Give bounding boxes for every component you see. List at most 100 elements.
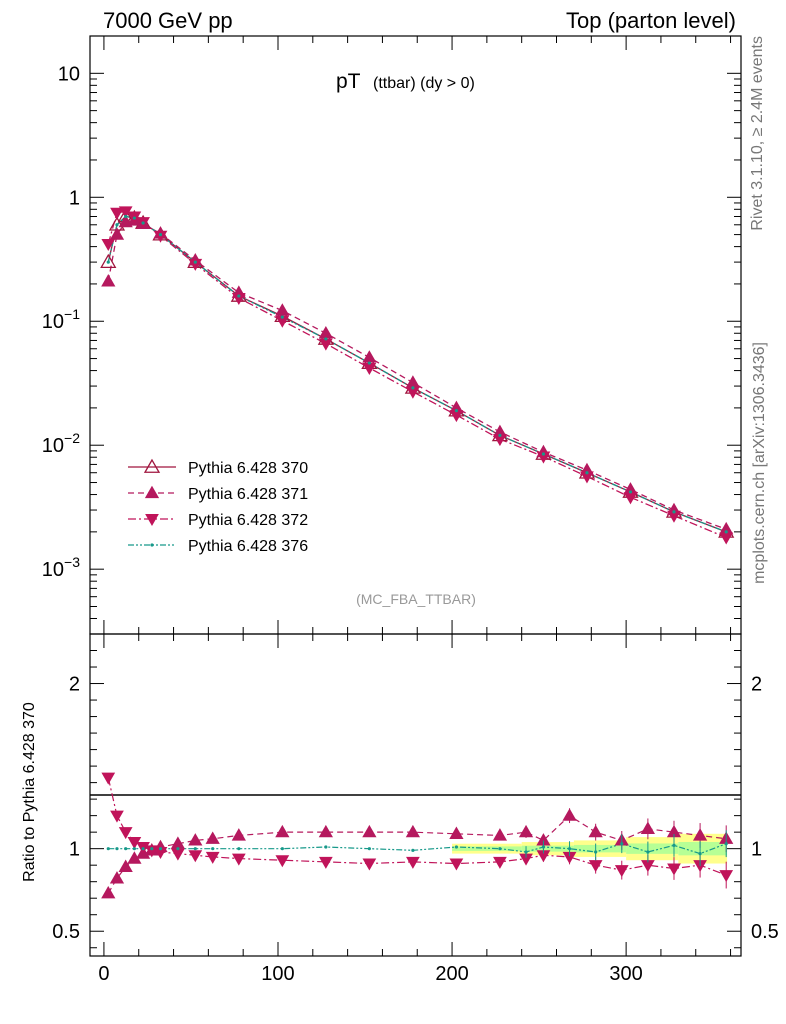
ratio-marker bbox=[101, 885, 116, 899]
series-marker bbox=[498, 433, 502, 437]
x-tick-label: 0 bbox=[98, 963, 109, 985]
main-y-tick-exponent: −2 bbox=[64, 430, 80, 446]
series-marker bbox=[101, 273, 116, 287]
ratio-band-inner-segment bbox=[573, 844, 627, 853]
ratio-marker bbox=[106, 847, 110, 851]
series-marker bbox=[237, 294, 241, 298]
ratio-uncertainty-band bbox=[452, 833, 728, 864]
series-marker bbox=[672, 510, 676, 514]
ratio-marker bbox=[698, 852, 702, 856]
ratio-marker bbox=[362, 858, 377, 871]
header-collision-label: 7000 GeV pp bbox=[103, 8, 233, 33]
series-marker bbox=[405, 375, 421, 388]
ratio-band-inner-segment bbox=[521, 845, 574, 852]
series-marker bbox=[275, 303, 290, 316]
ratio-marker bbox=[205, 851, 220, 864]
ratio-marker bbox=[110, 810, 124, 823]
ratio-marker bbox=[588, 860, 603, 873]
ratio-y-tick-label: 2 bbox=[69, 674, 80, 696]
ratio-marker bbox=[672, 843, 676, 847]
ratio-marker bbox=[405, 824, 421, 838]
legend: Pythia 6.428 370 Pythia 6.428 371 Pythia 6… bbox=[128, 458, 308, 555]
ratio-y-tick-label-right: 1 bbox=[751, 839, 762, 861]
ratio-marker bbox=[667, 863, 681, 876]
series-marker bbox=[132, 216, 136, 220]
main-y-tick-exponent: −3 bbox=[64, 554, 80, 570]
ratio-marker bbox=[724, 842, 728, 846]
ratio-marker bbox=[493, 856, 507, 869]
x-tick-label: 300 bbox=[609, 963, 642, 985]
ratio-marker bbox=[280, 847, 284, 851]
ratio-marker bbox=[118, 827, 133, 840]
ratio-marker bbox=[362, 824, 377, 838]
ratio-marker bbox=[141, 847, 145, 851]
legend-entry-label: Pythia 6.428 370 bbox=[188, 460, 308, 477]
series-marker bbox=[193, 260, 197, 264]
ratio-marker bbox=[692, 828, 708, 841]
ratio-marker bbox=[211, 847, 215, 851]
series-marker bbox=[362, 350, 377, 363]
series-marker bbox=[318, 325, 333, 339]
ratio-marker bbox=[188, 833, 203, 846]
ratio-marker bbox=[406, 856, 420, 869]
ratio-marker bbox=[640, 821, 655, 835]
ratio-marker bbox=[524, 850, 528, 854]
series-marker bbox=[541, 452, 546, 456]
rivet-version-label: Rivet 3.1.10, ≥ 2.4M events bbox=[749, 36, 766, 231]
series-marker bbox=[231, 293, 246, 306]
series-marker bbox=[536, 451, 551, 464]
ratio-marker bbox=[620, 842, 624, 846]
ratio-marker bbox=[498, 847, 502, 851]
main-series-markers bbox=[100, 206, 735, 545]
ratio-band-inner-segment bbox=[626, 843, 679, 854]
ratio-marker bbox=[275, 855, 290, 868]
ratio-marker bbox=[158, 847, 163, 851]
ratio-marker bbox=[132, 847, 136, 851]
ratio-marker bbox=[449, 858, 464, 871]
main-y-tick-label: 10 bbox=[58, 63, 80, 85]
plot-title-sub: (ttbar) (dy > 0) bbox=[373, 75, 475, 92]
ratio-y-axis-label: Ratio to Pythia 6.428 370 bbox=[21, 702, 38, 882]
ratio-marker bbox=[124, 847, 128, 851]
ratio-marker bbox=[150, 847, 154, 851]
ratio-marker bbox=[562, 808, 577, 821]
legend-entry-label: Pythia 6.428 376 bbox=[188, 538, 308, 555]
ratio-marker bbox=[115, 847, 119, 851]
series-marker bbox=[628, 490, 633, 494]
ratio-marker bbox=[275, 824, 290, 838]
ratio-band-inner-segment bbox=[452, 846, 522, 851]
main-y-tick-label: 10−2 bbox=[42, 430, 80, 457]
series-marker bbox=[280, 315, 284, 319]
ratio-marker bbox=[101, 772, 116, 785]
series-marker bbox=[101, 238, 116, 251]
main-y-tick-exponent: −1 bbox=[64, 306, 80, 322]
ratio-marker bbox=[518, 824, 534, 838]
data-marker bbox=[150, 543, 154, 547]
ratio-series-markers bbox=[101, 772, 734, 899]
series-marker bbox=[724, 530, 728, 534]
ratio-y-tick-label: 1 bbox=[69, 839, 80, 861]
series-marker bbox=[324, 337, 328, 341]
ratio-marker bbox=[367, 847, 371, 851]
legend-entry-label: Pythia 6.428 372 bbox=[188, 512, 308, 529]
main-y-tick-label: 10−1 bbox=[42, 306, 80, 333]
ratio-marker bbox=[614, 865, 629, 878]
ratio-marker bbox=[109, 871, 125, 884]
ratio-marker bbox=[231, 828, 246, 841]
ratio-band-inner-segment bbox=[678, 841, 728, 856]
series-marker bbox=[158, 233, 163, 237]
data-marker bbox=[144, 485, 160, 499]
ratio-marker bbox=[449, 826, 464, 839]
ratio-marker bbox=[318, 824, 333, 838]
x-tick-label: 200 bbox=[435, 963, 468, 985]
ratio-y-tick-label-right: 2 bbox=[751, 674, 762, 696]
ratio-axis-ticks: 0 100 200 300 0.5 0.5 1 1 2 2 bbox=[52, 634, 779, 985]
ratio-marker bbox=[237, 847, 241, 851]
legend-entry-label: Pythia 6.428 371 bbox=[188, 486, 308, 503]
ratio-marker bbox=[454, 845, 459, 849]
series-marker bbox=[153, 230, 168, 243]
ratio-marker bbox=[193, 847, 197, 851]
ratio-marker bbox=[318, 856, 333, 869]
x-tick-label: 100 bbox=[261, 963, 294, 985]
